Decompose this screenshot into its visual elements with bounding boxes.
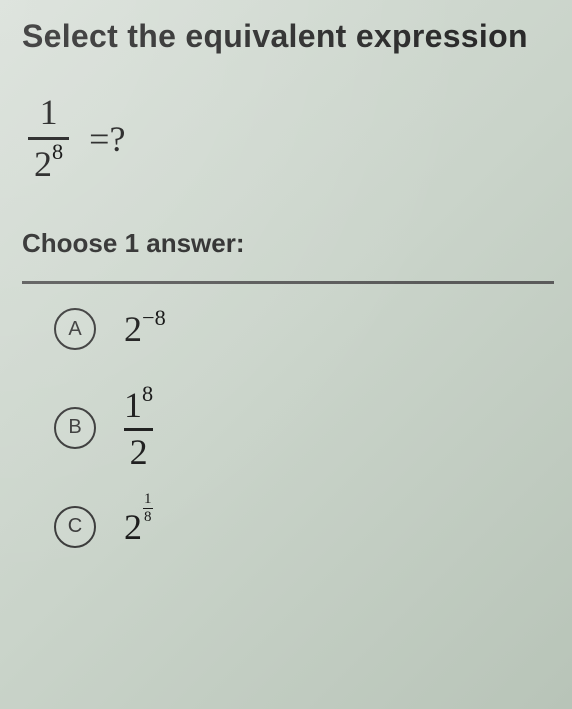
option-a-expression: 2−8 (124, 308, 166, 350)
page-title: Select the equivalent expression (22, 18, 554, 55)
option-b-fraction: 18 2 (124, 385, 153, 472)
choose-label: Choose 1 answer: (22, 228, 554, 259)
option-c-exp-num: 1 (143, 492, 153, 507)
option-a-letter: A (54, 308, 96, 350)
equals-question: =? (89, 118, 125, 160)
option-c-expression: 2 1 8 (124, 506, 153, 548)
option-b-bar (124, 428, 153, 431)
denom-exponent: 8 (52, 139, 63, 164)
option-b-denominator: 2 (130, 434, 148, 472)
fraction-numerator: 1 (34, 93, 64, 133)
option-b-letter: B (54, 407, 96, 449)
option-b-expression: 18 2 (124, 384, 153, 472)
option-a-base: 2 (124, 309, 142, 349)
option-c-exponent-fraction: 1 8 (143, 492, 153, 525)
fraction-denominator: 28 (28, 144, 69, 185)
question-fraction: 1 28 (28, 93, 69, 184)
options-list: A 2−8 B 18 2 C 2 1 8 (22, 308, 554, 548)
question-expression: 1 28 =? (28, 93, 554, 184)
option-c-base: 2 (124, 506, 142, 548)
divider (22, 281, 554, 284)
denom-base: 2 (34, 144, 52, 184)
option-b[interactable]: B 18 2 (54, 384, 554, 472)
option-a[interactable]: A 2−8 (54, 308, 554, 350)
option-c-exp-den: 8 (143, 510, 153, 525)
option-a-exponent: −8 (142, 305, 166, 330)
option-b-num-exp: 8 (142, 381, 153, 406)
option-b-numerator: 18 (124, 385, 153, 425)
option-c[interactable]: C 2 1 8 (54, 506, 554, 548)
option-c-letter: C (54, 506, 96, 548)
option-b-num-base: 1 (124, 385, 142, 425)
